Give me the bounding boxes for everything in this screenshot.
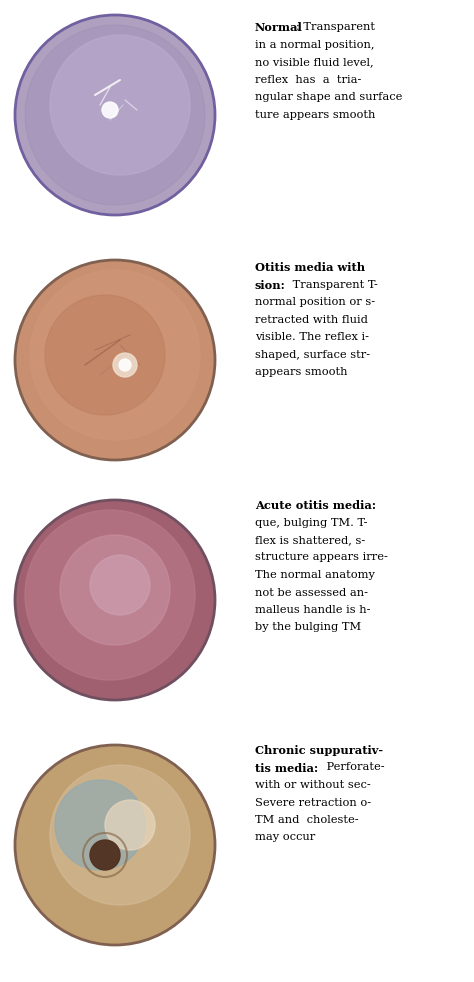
- Text: Chronic suppurativ-: Chronic suppurativ-: [255, 745, 383, 756]
- Text: ture appears smooth: ture appears smooth: [255, 110, 375, 120]
- Text: may occur: may occur: [255, 833, 315, 843]
- Text: shaped, surface str-: shaped, surface str-: [255, 350, 370, 359]
- Circle shape: [15, 500, 215, 700]
- Circle shape: [50, 765, 190, 905]
- Text: : Transparent: : Transparent: [296, 22, 375, 32]
- Text: Severe retraction o-: Severe retraction o-: [255, 797, 371, 807]
- Text: Perforate-: Perforate-: [323, 762, 384, 773]
- Text: normal position or s-: normal position or s-: [255, 297, 375, 307]
- Text: Otitis media with: Otitis media with: [255, 262, 365, 273]
- Circle shape: [113, 353, 137, 377]
- Circle shape: [30, 270, 200, 440]
- Text: Acute otitis media:: Acute otitis media:: [255, 500, 376, 511]
- Text: ngular shape and surface: ngular shape and surface: [255, 92, 402, 102]
- Circle shape: [15, 260, 215, 460]
- Circle shape: [102, 102, 118, 118]
- Text: retracted with fluid: retracted with fluid: [255, 314, 368, 324]
- Text: flex is shattered, s-: flex is shattered, s-: [255, 535, 365, 545]
- Circle shape: [60, 535, 170, 645]
- Text: structure appears irre-: structure appears irre-: [255, 553, 388, 563]
- Text: que, bulging TM. T-: que, bulging TM. T-: [255, 518, 367, 527]
- Circle shape: [25, 510, 195, 680]
- Circle shape: [90, 555, 150, 615]
- Text: in a normal position,: in a normal position,: [255, 39, 374, 49]
- Text: no visible fluid level,: no visible fluid level,: [255, 57, 374, 67]
- Circle shape: [90, 840, 120, 870]
- Text: TM and  choleste-: TM and choleste-: [255, 815, 359, 825]
- Circle shape: [45, 295, 165, 415]
- Text: The normal anatomy: The normal anatomy: [255, 570, 375, 580]
- Circle shape: [15, 745, 215, 945]
- Text: Normal: Normal: [255, 22, 303, 33]
- Circle shape: [105, 800, 155, 850]
- Circle shape: [50, 35, 190, 175]
- Text: tis media:: tis media:: [255, 762, 318, 774]
- Circle shape: [119, 359, 131, 371]
- Text: sion:: sion:: [255, 280, 286, 291]
- Text: appears smooth: appears smooth: [255, 367, 347, 377]
- Text: with or without sec-: with or without sec-: [255, 780, 371, 790]
- Text: not be assessed an-: not be assessed an-: [255, 587, 368, 597]
- Text: Transparent T-: Transparent T-: [289, 280, 378, 290]
- Circle shape: [15, 15, 215, 215]
- Circle shape: [55, 780, 145, 870]
- Circle shape: [25, 25, 205, 205]
- Text: reflex  has  a  tria-: reflex has a tria-: [255, 75, 361, 84]
- Text: malleus handle is h-: malleus handle is h-: [255, 605, 371, 615]
- Text: by the bulging TM: by the bulging TM: [255, 623, 361, 632]
- Text: visible. The reflex i-: visible. The reflex i-: [255, 332, 369, 342]
